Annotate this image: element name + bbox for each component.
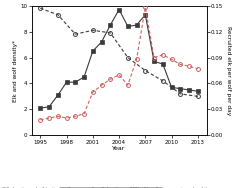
Text: *Elk density per km² (entire northern range); wolf density per 100km² (northern : *Elk density per km² (entire northern ra… bbox=[2, 187, 207, 188]
Legend: Wolves, Elk, Predation rate: Wolves, Elk, Predation rate bbox=[59, 187, 162, 188]
X-axis label: Year: Year bbox=[112, 146, 126, 151]
Y-axis label: Recruited elk per wolf per day: Recruited elk per wolf per day bbox=[226, 26, 231, 115]
Y-axis label: Elk and wolf density*: Elk and wolf density* bbox=[13, 39, 18, 102]
